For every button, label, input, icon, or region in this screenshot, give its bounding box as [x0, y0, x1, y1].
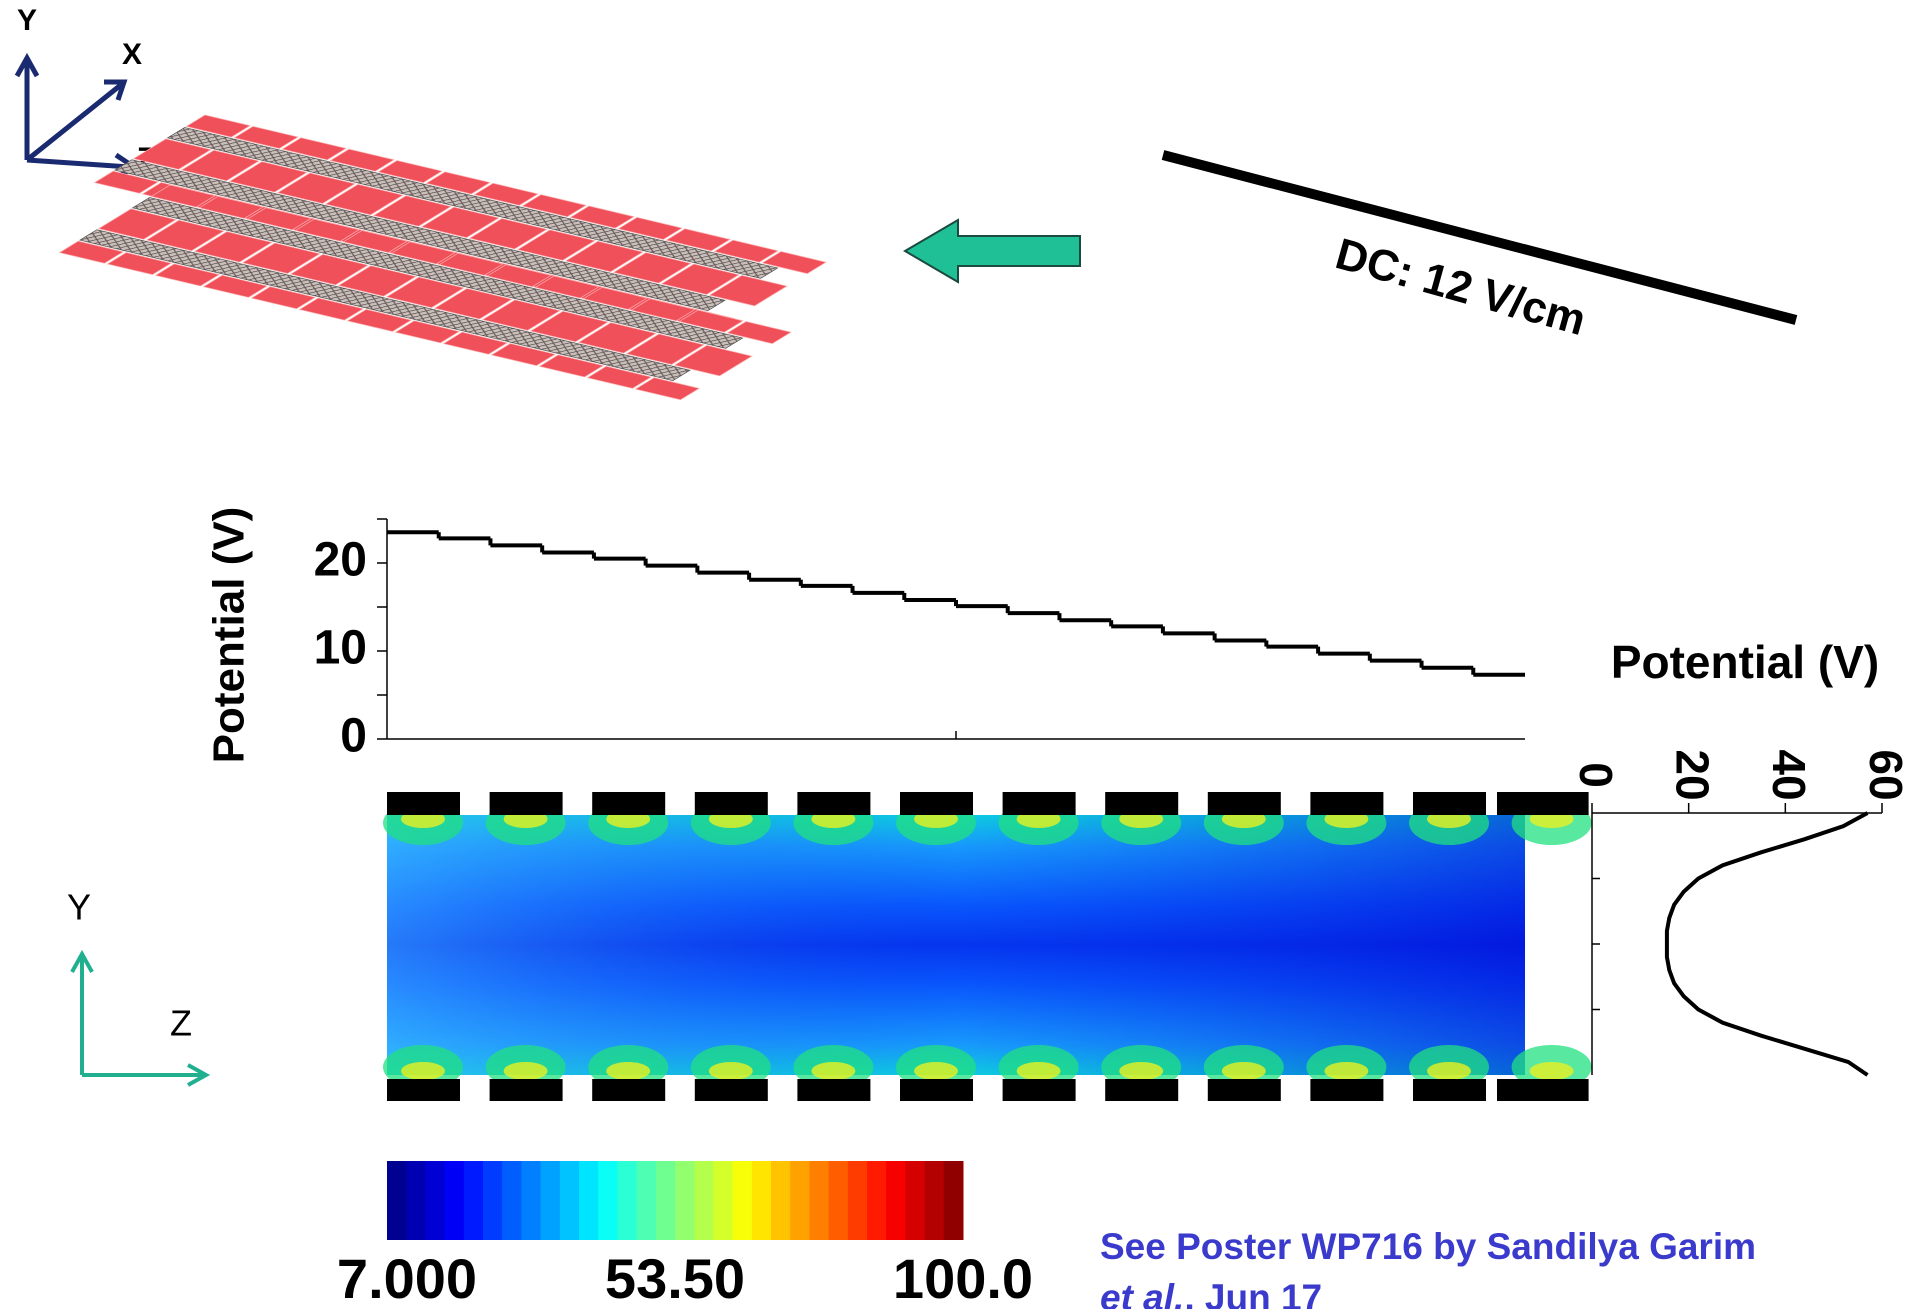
colorbar-label: 53.50	[605, 1247, 745, 1309]
field-core	[504, 1062, 548, 1080]
electrode	[1003, 792, 1076, 815]
electrode	[900, 792, 973, 815]
electrode	[1105, 1079, 1178, 1101]
electrode	[1208, 1079, 1281, 1101]
electrode	[695, 792, 768, 815]
note-italic: et al.	[1100, 1277, 1184, 1309]
colorbar-cell	[656, 1161, 676, 1240]
electrode	[695, 1079, 768, 1101]
electrode	[1310, 792, 1383, 815]
field-core	[1324, 1062, 1368, 1080]
axis-2d-z: Z	[170, 1003, 192, 1044]
electrode	[1310, 1079, 1383, 1101]
field-core	[1119, 1062, 1163, 1080]
field-core	[811, 1062, 855, 1080]
x-tick-label: 60	[1860, 749, 1912, 800]
electrode	[797, 1079, 870, 1101]
x-tick-label: 40	[1763, 749, 1815, 800]
profile-line	[1667, 813, 1868, 1075]
colorbar-cell	[713, 1161, 733, 1240]
colorbar-cell	[829, 1161, 849, 1240]
axis-2d-y: Y	[67, 887, 91, 928]
colorbar-cell	[406, 1161, 426, 1240]
note-date: , Jun 17	[1184, 1277, 1322, 1309]
field-core	[914, 1062, 958, 1080]
y-tick-label: 0	[340, 710, 367, 763]
colorbar-cell	[387, 1161, 407, 1240]
colorbar-cell	[579, 1161, 599, 1240]
field-core	[1530, 1062, 1574, 1080]
contour-map	[383, 801, 1592, 1089]
electrode	[1413, 1079, 1486, 1101]
colorbar-cell	[483, 1161, 503, 1240]
y-axis-label: Potential (V)	[205, 507, 254, 764]
x-axis-label: Potential (V)	[1611, 636, 1879, 688]
note-line2: et al., Jun 17	[1100, 1277, 1322, 1309]
page: Y X Z DC: 12 V/cm Y Z 7.00053.50100.0 Se…	[0, 0, 1916, 1309]
electrode	[490, 792, 563, 815]
electrode	[1413, 792, 1486, 815]
field-core	[401, 1062, 445, 1080]
field-core	[1222, 1062, 1266, 1080]
colorbar-cell	[541, 1161, 561, 1240]
colorbar-cell	[752, 1161, 772, 1240]
electrode	[490, 1079, 563, 1101]
y-tick-label: 20	[314, 534, 367, 587]
electrode	[387, 792, 460, 815]
note-line1: See Poster WP716 by Sandilya Garim	[1100, 1226, 1756, 1267]
electrode	[1497, 1079, 1525, 1101]
colorbar-cell	[944, 1161, 964, 1240]
flow-arrow	[905, 220, 1080, 282]
electrode	[592, 1079, 665, 1101]
field-core	[1017, 1062, 1061, 1080]
colorbar-cell	[598, 1161, 618, 1240]
electrode	[387, 1079, 460, 1101]
colorbar-cell	[848, 1161, 868, 1240]
colorbar-label: 100.0	[893, 1247, 1033, 1309]
figure: Y X Z DC: 12 V/cm Y Z 7.00053.50100.0 Se…	[0, 0, 1916, 1309]
colorbar-cell	[790, 1161, 810, 1240]
electrode	[900, 1079, 973, 1101]
colorbar-cell	[675, 1161, 695, 1240]
axes-3d	[17, 58, 134, 178]
electrode	[1105, 792, 1178, 815]
contour-shading	[387, 815, 1525, 1075]
colorbar-cell	[617, 1161, 637, 1240]
electrode-model	[59, 115, 826, 400]
electrode	[1003, 1079, 1076, 1101]
x-tick-label: 0	[1570, 762, 1622, 788]
electrode	[1497, 792, 1525, 815]
colorbar-cell	[867, 1161, 887, 1240]
electrode	[592, 792, 665, 815]
colorbar-cell	[464, 1161, 484, 1240]
field-core	[709, 1062, 753, 1080]
electrode	[1208, 792, 1281, 815]
colorbar-cell	[925, 1161, 945, 1240]
colorbar-cell	[560, 1161, 580, 1240]
dc-label: DC: 12 V/cm	[1331, 229, 1592, 345]
x-tick-label: 20	[1667, 749, 1719, 800]
colorbar-cell	[886, 1161, 906, 1240]
field-core	[1427, 1062, 1471, 1080]
colorbar-cell	[694, 1161, 714, 1240]
electrode	[1516, 1079, 1589, 1101]
field-core	[606, 1062, 650, 1080]
colorbar: 7.000 53.50 100.0	[337, 1161, 1033, 1309]
y-tick-label: 10	[314, 622, 367, 675]
colorbar-cell	[733, 1161, 753, 1240]
electrode	[1516, 792, 1589, 815]
colorbar-cell	[521, 1161, 541, 1240]
colorbar-cell	[809, 1161, 829, 1240]
colorbar-cell	[771, 1161, 791, 1240]
electrode	[797, 792, 870, 815]
colorbar-cell	[637, 1161, 657, 1240]
colorbar-cell	[502, 1161, 522, 1240]
axis-3d-x: X	[122, 38, 142, 71]
colorbar-cell	[445, 1161, 465, 1240]
colorbar-label: 7.000	[337, 1247, 477, 1309]
axis-3d-y: Y	[17, 4, 37, 37]
colorbar-cell	[425, 1161, 445, 1240]
colorbar-cell	[905, 1161, 925, 1240]
